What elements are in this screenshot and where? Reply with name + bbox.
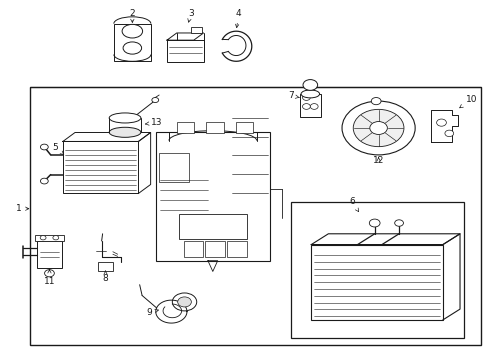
Bar — [30, 87, 480, 345]
Circle shape — [368, 219, 379, 227]
Bar — [155, 132, 269, 261]
Bar — [178, 214, 246, 239]
Bar — [205, 241, 224, 257]
Circle shape — [436, 119, 446, 126]
Bar — [114, 24, 151, 61]
Circle shape — [370, 98, 380, 105]
Circle shape — [444, 130, 453, 136]
Circle shape — [303, 80, 317, 90]
Ellipse shape — [122, 24, 142, 38]
Ellipse shape — [123, 42, 142, 54]
Text: 9: 9 — [146, 308, 158, 317]
Text: 13: 13 — [145, 118, 162, 127]
Circle shape — [41, 178, 48, 184]
Circle shape — [394, 220, 403, 226]
Circle shape — [341, 101, 414, 155]
Bar — [290, 202, 463, 338]
Text: 10: 10 — [459, 95, 476, 108]
Circle shape — [302, 104, 310, 109]
Text: 4: 4 — [235, 9, 241, 28]
Circle shape — [53, 235, 59, 240]
Bar — [159, 153, 188, 182]
Bar — [37, 241, 61, 268]
Text: 6: 6 — [348, 197, 358, 212]
Circle shape — [41, 144, 48, 150]
Circle shape — [152, 98, 158, 103]
Circle shape — [40, 235, 46, 240]
Text: 11: 11 — [43, 270, 55, 285]
Circle shape — [369, 122, 386, 134]
Bar — [63, 141, 138, 193]
Circle shape — [352, 109, 403, 147]
Bar — [299, 94, 321, 117]
Ellipse shape — [109, 127, 141, 137]
Bar — [183, 241, 203, 257]
Bar — [35, 234, 64, 241]
Text: 5: 5 — [52, 143, 63, 154]
Text: 2: 2 — [129, 9, 135, 23]
Circle shape — [177, 297, 191, 307]
Bar — [227, 241, 246, 257]
Bar — [177, 122, 194, 133]
Text: 1: 1 — [16, 204, 22, 213]
Text: 7: 7 — [287, 91, 299, 100]
Circle shape — [310, 104, 318, 109]
Ellipse shape — [109, 113, 141, 123]
Bar — [206, 122, 223, 133]
Bar — [190, 27, 201, 33]
Bar — [311, 244, 442, 320]
Bar — [98, 262, 113, 271]
Bar — [166, 40, 203, 62]
Text: 8: 8 — [102, 271, 108, 283]
Circle shape — [44, 270, 54, 277]
Text: 12: 12 — [372, 156, 384, 165]
Circle shape — [172, 293, 196, 311]
Text: 3: 3 — [187, 9, 193, 22]
Bar — [235, 122, 252, 133]
Ellipse shape — [301, 90, 319, 98]
Circle shape — [302, 95, 310, 100]
